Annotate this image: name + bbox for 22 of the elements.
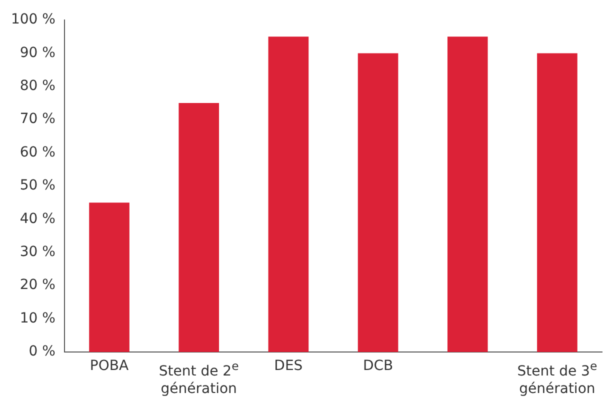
y-tick-label: 10 %	[20, 310, 56, 326]
y-tick-label: 60 %	[20, 144, 56, 160]
bar	[537, 53, 578, 352]
y-tick-label: 40 %	[20, 210, 56, 227]
bar	[89, 202, 130, 352]
bar	[358, 53, 398, 352]
y-tick-label: 70 %	[20, 111, 56, 128]
bar	[447, 36, 488, 352]
x-tick-label: DES	[273, 358, 304, 375]
y-tick-label: 0 %	[28, 344, 56, 360]
bar	[178, 103, 220, 352]
y-tick-label: 90 %	[20, 44, 56, 61]
x-tick-label: Stent de 2$^{e}$ génération	[158, 358, 240, 398]
x-tick-label: Stent de 3$^{e}$ génération	[516, 358, 598, 398]
y-tick-label: 20 %	[20, 277, 56, 294]
x-tick-label: DCB	[362, 358, 394, 375]
x-tick-label: POBA	[88, 358, 130, 375]
y-tick-label: 80 %	[20, 78, 56, 94]
y-tick-label: 50 %	[20, 178, 56, 194]
y-tick-label: 100 %	[10, 12, 56, 28]
bar	[268, 36, 309, 352]
y-tick-label: 30 %	[20, 244, 56, 260]
